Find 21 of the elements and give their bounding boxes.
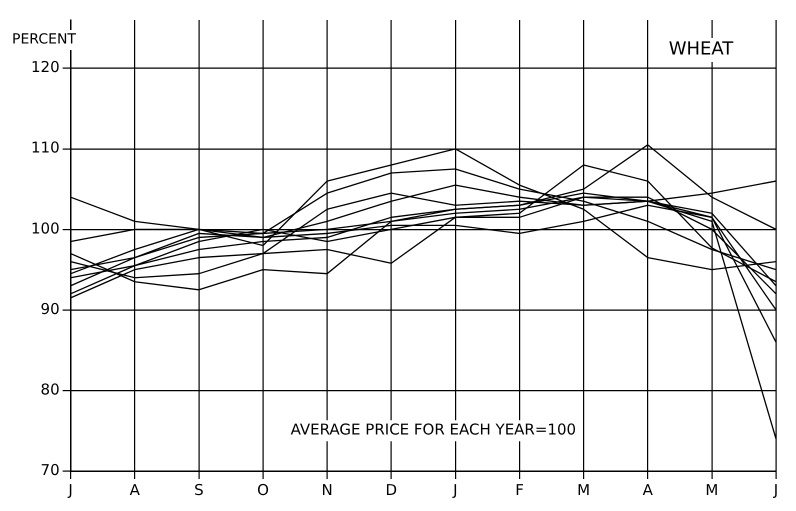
y-axis-title: PERCENT	[12, 32, 76, 48]
x-tick-label: F	[515, 480, 524, 499]
x-tick-label: O	[257, 480, 269, 499]
x-tick-label: J	[772, 480, 778, 499]
x-tick-label: S	[194, 480, 204, 499]
x-tick-label: J	[452, 480, 458, 499]
x-tick-label: A	[642, 480, 654, 499]
x-tick-label: A	[130, 480, 141, 499]
x-tick-label: M	[577, 480, 590, 499]
y-tick-label: 70	[40, 460, 60, 479]
x-tick-label: J	[67, 480, 73, 499]
x-tick-label: M	[705, 480, 718, 499]
x-tick-label: D	[385, 480, 398, 499]
y-tick-label: 110	[30, 138, 60, 157]
y-tick-label: 120	[30, 58, 60, 76]
x-tick-label: N	[322, 480, 333, 499]
text: WHEAT	[668, 38, 734, 60]
annotation: AVERAGE PRICE FOR EACH YEAR=100	[290, 420, 576, 439]
y-tick-label: 80	[40, 380, 60, 398]
y-tick-label: 100	[30, 219, 60, 238]
y-tick-label: 90	[40, 300, 60, 318]
